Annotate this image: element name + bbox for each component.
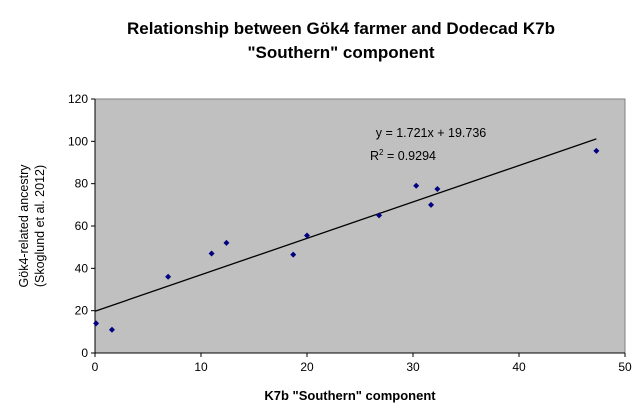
y-axis-label-line-1: Gök4-related ancestry <box>17 164 31 288</box>
plot-area <box>94 98 626 354</box>
data-point <box>93 320 100 327</box>
data-point <box>413 182 420 189</box>
x-axis-ticks: 0 10 20 30 40 50 <box>92 353 632 374</box>
x-tick-label: 30 <box>406 360 420 374</box>
y-tick-label: 80 <box>75 177 89 191</box>
x-tick-label: 0 <box>92 360 99 374</box>
r-squared-r: R <box>370 149 379 163</box>
regression-equation: y = 1.721x + 19.736 <box>376 126 487 140</box>
data-point <box>165 273 172 280</box>
data-points <box>93 147 600 333</box>
y-axis-label: Gök4-related ancestry (Skoglund et al. 2… <box>17 164 47 288</box>
y-tick-label: 0 <box>81 346 88 360</box>
data-point <box>428 201 435 208</box>
y-tick-label: 120 <box>68 92 88 106</box>
data-point <box>376 212 383 219</box>
x-tick-label: 40 <box>512 360 526 374</box>
x-axis-label: K7b "Southern" component <box>264 388 436 403</box>
data-point <box>593 147 600 154</box>
data-point <box>434 185 441 192</box>
y-axis-label-line-2: (Skoglund et al. 2012) <box>33 165 47 287</box>
y-tick-label: 100 <box>68 134 88 148</box>
r-squared-superscript: 2 <box>379 148 384 157</box>
trendline <box>94 138 597 312</box>
y-tick-label: 40 <box>75 261 89 275</box>
y-axis-ticks: 0 20 40 60 80 100 120 <box>68 92 95 360</box>
data-point <box>223 239 230 246</box>
x-tick-label: 50 <box>618 360 632 374</box>
x-tick-label: 20 <box>300 360 314 374</box>
chart-title-line-2: "Southern" component <box>247 43 434 62</box>
y-tick-label: 60 <box>75 219 89 233</box>
data-point <box>304 232 310 239</box>
data-point <box>290 251 297 258</box>
r-squared-value: = 0.9294 <box>384 149 437 163</box>
x-tick-label: 10 <box>194 360 208 374</box>
data-point <box>208 250 215 257</box>
r-squared-label: R2 = 0.9294 <box>370 148 436 163</box>
chart-title-line-1: Relationship between Gök4 farmer and Dod… <box>127 19 555 38</box>
data-point <box>108 326 115 333</box>
y-tick-label: 20 <box>75 304 89 318</box>
